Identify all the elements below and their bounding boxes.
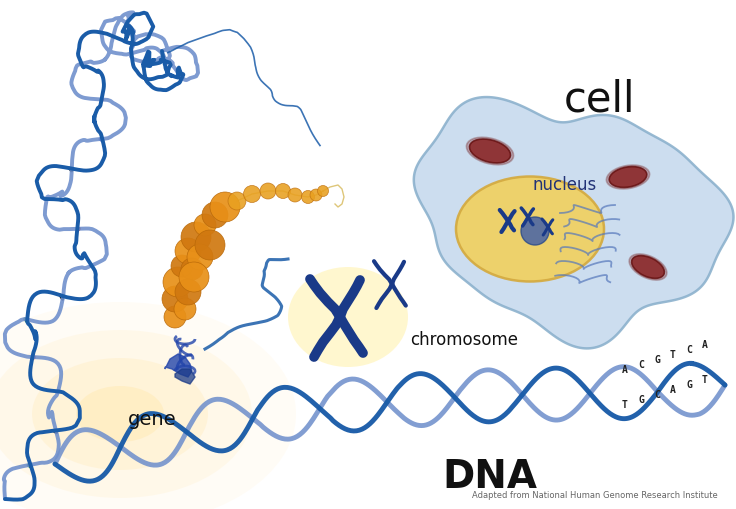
Text: T: T — [622, 399, 628, 409]
Ellipse shape — [629, 254, 667, 280]
Circle shape — [244, 186, 261, 203]
Circle shape — [228, 192, 246, 211]
Ellipse shape — [467, 138, 514, 165]
Text: A: A — [702, 340, 708, 349]
Text: G: G — [638, 394, 644, 404]
Polygon shape — [175, 369, 195, 384]
Circle shape — [202, 203, 228, 229]
Circle shape — [195, 231, 225, 261]
Circle shape — [521, 217, 549, 245]
Ellipse shape — [0, 302, 296, 509]
Text: gene: gene — [127, 410, 177, 429]
Circle shape — [317, 186, 328, 197]
Circle shape — [194, 215, 216, 237]
Ellipse shape — [76, 386, 164, 442]
Text: cell: cell — [565, 79, 636, 121]
Circle shape — [163, 267, 193, 297]
Text: T: T — [670, 349, 676, 359]
Circle shape — [389, 282, 394, 287]
Text: A: A — [622, 364, 628, 374]
Text: T: T — [702, 374, 708, 384]
Circle shape — [162, 287, 188, 313]
Ellipse shape — [606, 166, 650, 189]
Circle shape — [181, 259, 203, 280]
Text: A: A — [670, 384, 676, 394]
Polygon shape — [165, 354, 192, 377]
Text: chromosome: chromosome — [410, 330, 518, 348]
Text: C: C — [686, 344, 692, 354]
Text: DNA: DNA — [442, 457, 537, 495]
Text: nucleus: nucleus — [533, 176, 597, 193]
Text: G: G — [686, 379, 692, 389]
Text: Adapted from National Human Genome Research Institute: Adapted from National Human Genome Resea… — [473, 490, 718, 499]
Circle shape — [174, 298, 196, 320]
Ellipse shape — [32, 358, 208, 470]
Polygon shape — [414, 98, 734, 349]
Circle shape — [275, 184, 291, 199]
Circle shape — [210, 192, 240, 222]
Ellipse shape — [456, 177, 604, 282]
Circle shape — [187, 244, 213, 270]
Circle shape — [336, 314, 344, 321]
Circle shape — [310, 190, 322, 202]
Circle shape — [260, 184, 276, 200]
Circle shape — [175, 279, 201, 305]
Circle shape — [288, 189, 302, 203]
Ellipse shape — [288, 267, 408, 367]
Text: G: G — [654, 354, 660, 364]
Circle shape — [302, 191, 314, 204]
Ellipse shape — [609, 167, 647, 188]
Ellipse shape — [470, 140, 511, 163]
Ellipse shape — [0, 330, 252, 498]
Circle shape — [171, 256, 193, 277]
Text: C: C — [638, 359, 644, 369]
Circle shape — [181, 222, 211, 252]
Text: C: C — [654, 389, 660, 399]
Ellipse shape — [631, 256, 665, 279]
Circle shape — [175, 239, 201, 265]
Circle shape — [179, 263, 209, 293]
Circle shape — [164, 306, 186, 328]
